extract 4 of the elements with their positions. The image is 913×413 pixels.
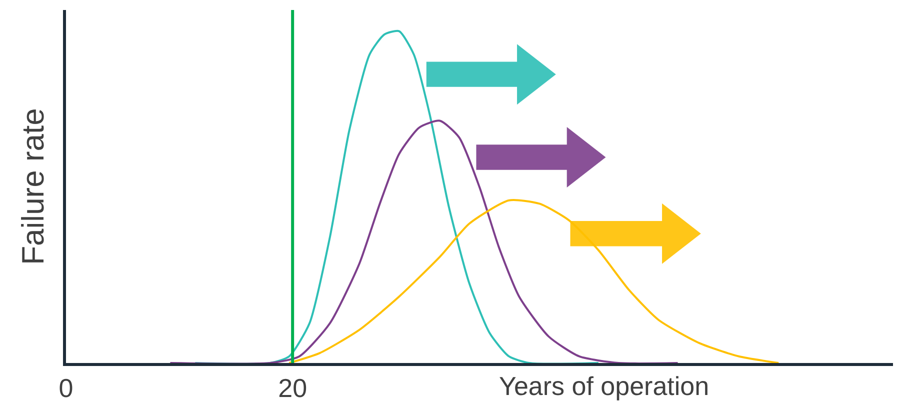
x-tick-label: 0 [58,373,74,404]
x-axis-title: Years of operation [499,371,710,401]
x-tick-label: 20 [278,373,308,404]
y-axis-title: Failure rate [16,108,51,265]
